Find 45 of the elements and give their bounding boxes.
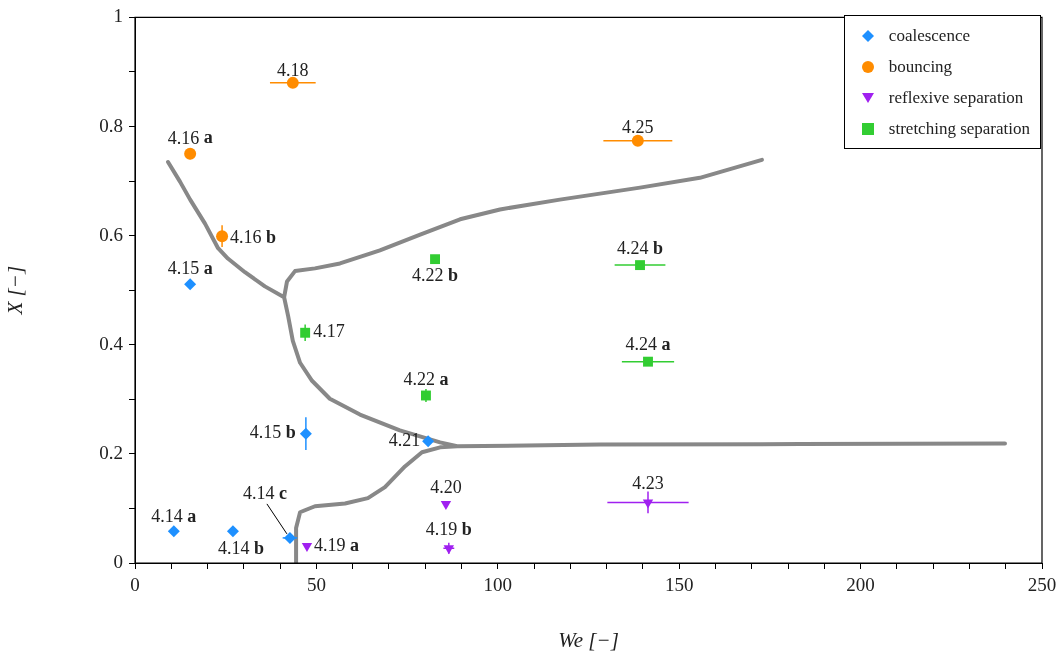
point: [440, 501, 452, 511]
annotation: 4.14 a: [151, 506, 197, 527]
annotation: 4.23: [632, 473, 664, 494]
annotation: 4.19 b: [425, 518, 472, 539]
annotation: 4.14 b: [217, 538, 264, 559]
annotation: 4.22 b: [412, 264, 459, 285]
x-axis-title: We [−]: [558, 627, 619, 652]
annotation: 4.16 b: [230, 226, 277, 247]
annotation: 4.25: [622, 117, 654, 138]
y-tick-label: 0.4: [99, 332, 124, 354]
y-axis-title: X [−]: [3, 265, 28, 316]
annotation: 4.18: [277, 59, 309, 80]
annotation: 4.19 a: [313, 534, 359, 555]
legend-label: coalescence: [888, 25, 971, 46]
x-tick-label: 150: [664, 574, 694, 596]
legend-label: reflexive separation: [888, 87, 1024, 108]
x-tick-label: 0: [130, 574, 140, 596]
x-tick-label: 50: [306, 574, 326, 596]
x-tick-label: 250: [1027, 574, 1057, 596]
point: [167, 525, 180, 538]
x-tick-label: 200: [846, 574, 875, 596]
y-tick-label: 0.8: [99, 114, 123, 136]
point: [184, 278, 197, 291]
legend-label: stretching separation: [888, 118, 1030, 139]
y-tick-label: 1: [113, 5, 123, 27]
point: [422, 435, 435, 448]
annotation: 4.15 a: [167, 257, 213, 278]
annotation: 4.24 b: [617, 237, 664, 258]
point: [226, 525, 239, 538]
point: [301, 543, 313, 553]
y-tick-label: 0.2: [99, 441, 123, 463]
legend-label: bouncing: [888, 56, 953, 77]
annotation: 4.16 a: [167, 127, 213, 148]
annotation: 4.20: [430, 476, 462, 497]
annotation: 4.14 c: [242, 482, 287, 503]
y-tick-label: 0.6: [99, 223, 123, 245]
annotation: 4.24 a: [625, 334, 671, 355]
annotation: 4.15 b: [249, 422, 296, 443]
annotation: 4.21: [388, 430, 421, 451]
x-tick-label: 100: [483, 574, 513, 596]
point: [430, 254, 440, 265]
annotation: 4.17: [313, 321, 345, 342]
annotation: 4.22 a: [403, 369, 449, 390]
point: [643, 356, 653, 367]
y-tick-label: 0: [113, 550, 123, 572]
